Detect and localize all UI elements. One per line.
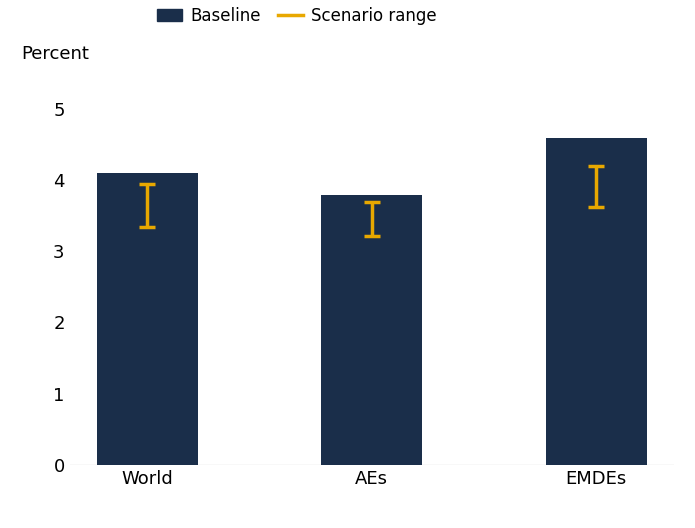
Text: Percent: Percent: [21, 45, 89, 63]
Bar: [97, 173, 198, 465]
Bar: [321, 194, 423, 465]
Legend: Baseline, Scenario range: Baseline, Scenario range: [150, 0, 443, 31]
Bar: [546, 138, 646, 465]
